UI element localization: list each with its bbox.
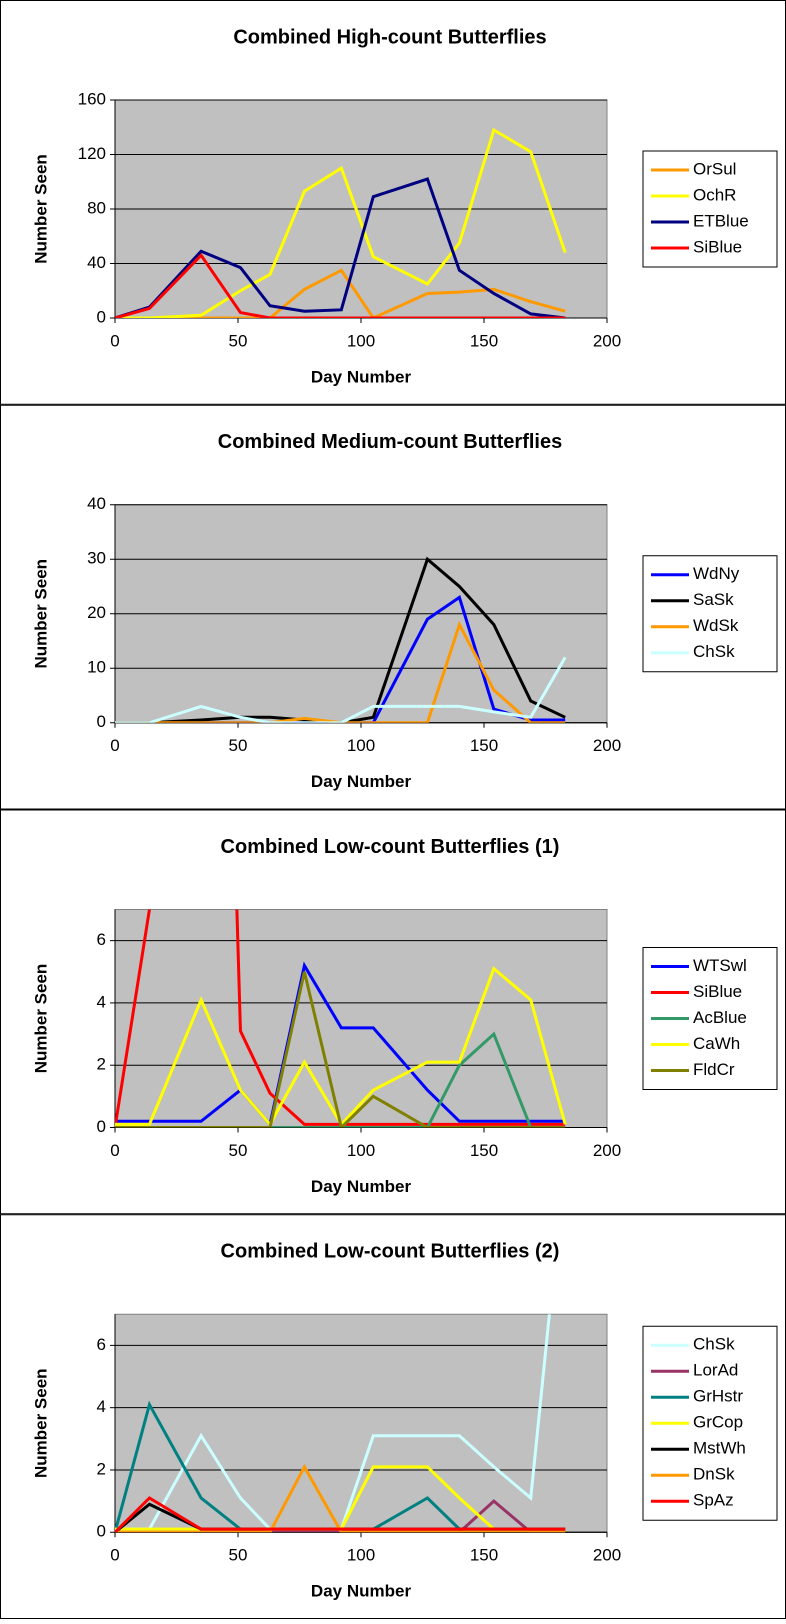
x-tick-label: 200 (593, 1546, 621, 1565)
y-tick-label: 40 (87, 253, 106, 272)
y-axis-title: Number Seen (31, 1368, 50, 1478)
legend-label: FldCr (693, 1060, 735, 1079)
x-tick-label: 0 (110, 1546, 119, 1565)
series-line (115, 127, 567, 318)
series-line (115, 252, 566, 318)
x-tick-label: 50 (229, 736, 248, 755)
series-line (115, 1496, 566, 1533)
legend-label: SiBlue (693, 982, 742, 1001)
x-tick-label: 200 (593, 331, 621, 350)
y-tick-label: 4 (97, 992, 106, 1011)
y-tick-label: 0 (97, 1522, 106, 1541)
series-line (115, 961, 566, 1128)
x-tick-label: 100 (347, 1141, 375, 1160)
legend-label: OchR (693, 185, 736, 204)
x-tick-label: 100 (347, 1546, 375, 1565)
chart-title: Combined Low-count Butterflies (1) (221, 836, 560, 858)
y-tick-label: 40 (87, 494, 106, 513)
y-tick-label: 2 (97, 1055, 106, 1074)
legend-label: SpAz (693, 1491, 734, 1510)
y-axis-title: Number Seen (31, 559, 50, 669)
legend-label: CaWh (693, 1034, 740, 1053)
chart-title: Combined Medium-count Butterflies (218, 431, 562, 453)
chart-panel: Combined Low-count Butterflies (2) 0 2 4 6 0 5… (0, 1214, 786, 1619)
x-tick-label: 200 (593, 736, 621, 755)
y-tick-label: 4 (97, 1397, 106, 1416)
chart-title: Combined Low-count Butterflies (2) (221, 1241, 560, 1263)
x-tick-label: 150 (470, 1141, 498, 1160)
y-tick-label: 6 (97, 930, 106, 949)
x-axis-title: Day Number (311, 367, 412, 386)
y-tick-label: 10 (87, 658, 106, 677)
x-tick-label: 150 (470, 736, 498, 755)
x-tick-label: 50 (229, 331, 248, 350)
y-tick-label: 2 (97, 1459, 106, 1478)
series-line (115, 556, 566, 723)
y-tick-label: 30 (87, 549, 106, 568)
series-line (115, 1031, 566, 1128)
y-tick-label: 80 (87, 198, 106, 217)
legend-label: OrSul (693, 159, 736, 178)
x-tick-label: 150 (470, 331, 498, 350)
y-tick-label: 160 (78, 89, 106, 108)
x-tick-label: 100 (347, 736, 375, 755)
y-tick-label: 20 (87, 603, 106, 622)
chart-panel: Combined Medium-count Butterflies 0 10 20 30… (0, 404, 786, 810)
series-line (115, 268, 566, 318)
plot-area (114, 909, 608, 1128)
legend-label: GrCop (693, 1413, 743, 1432)
legend-label: ChSk (693, 1335, 735, 1354)
y-tick-label: 6 (97, 1335, 106, 1354)
x-axis-title: Day Number (311, 772, 412, 791)
series-line (115, 656, 567, 723)
legend-label: MstWh (693, 1439, 746, 1458)
y-tick-label: 120 (78, 144, 106, 163)
x-tick-label: 0 (110, 1141, 119, 1160)
plot-area (114, 1313, 608, 1533)
series-line (115, 1499, 566, 1533)
y-axis-title: Number Seen (31, 154, 50, 264)
legend-label: WdNy (693, 564, 740, 583)
x-tick-label: 0 (110, 331, 119, 350)
y-tick-label: 0 (97, 1117, 106, 1136)
x-tick-label: 0 (110, 736, 119, 755)
y-tick-label: 0 (97, 307, 106, 326)
series-line (115, 620, 566, 723)
legend-label: LorAd (693, 1361, 738, 1380)
legend-label: AcBlue (693, 1008, 747, 1027)
x-tick-label: 150 (470, 1546, 498, 1565)
legend-label: ChSk (693, 642, 735, 661)
chart-panel: Combined Low-count Butterflies (1) 0 2 4 6 0 5… (0, 809, 786, 1215)
legend-label: ETBlue (693, 211, 749, 230)
x-tick-label: 50 (229, 1141, 248, 1160)
legend-label: SiBlue (693, 237, 742, 256)
x-tick-label: 200 (593, 1141, 621, 1160)
x-axis-title: Day Number (311, 1582, 412, 1601)
legend-label: WTSwl (693, 956, 747, 975)
legend-label: GrHstr (693, 1387, 743, 1406)
legend-label: DnSk (693, 1465, 735, 1484)
chart-panel: Combined High-count Butterflies 0 40 80 120 1… (0, 0, 786, 405)
series-line (115, 595, 566, 723)
chart-title: Combined High-count Butterflies (233, 26, 546, 48)
x-axis-title: Day Number (311, 1177, 412, 1196)
y-tick-label: 0 (97, 712, 106, 731)
x-tick-label: 100 (347, 331, 375, 350)
legend-label: WdSk (693, 616, 739, 635)
series-line (115, 177, 566, 318)
y-axis-title: Number Seen (31, 964, 50, 1074)
x-tick-label: 50 (229, 1546, 248, 1565)
legend-label: SaSk (693, 590, 734, 609)
